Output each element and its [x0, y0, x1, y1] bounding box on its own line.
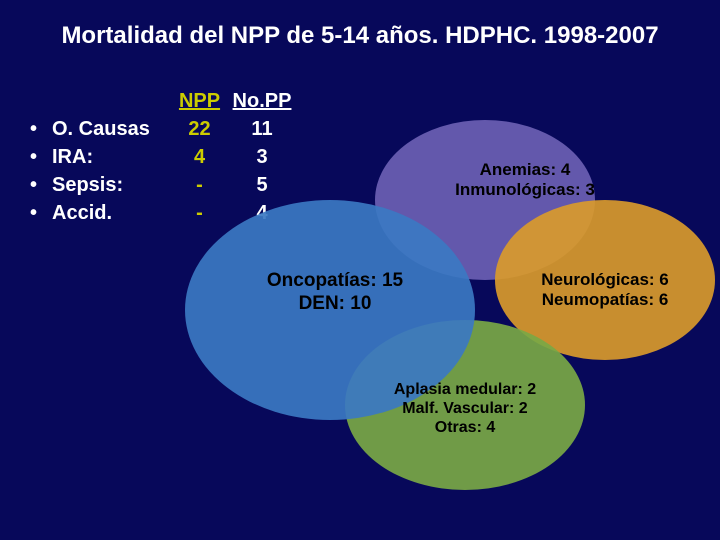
- page-title: Mortalidad del NPP de 5-14 años. HDPHC. …: [0, 22, 720, 50]
- bullet-icon: •: [30, 202, 52, 225]
- venn-label-anemias: Anemias: 4Inmunológicas: 3: [425, 160, 625, 201]
- row-label: IRA:: [52, 146, 172, 169]
- row-label: Sepsis:: [52, 174, 172, 197]
- venn-label-neuro: Neurológicas: 6Neumopatías: 6: [500, 270, 710, 311]
- bullet-icon: •: [30, 146, 52, 169]
- row-nopp: 11: [227, 118, 297, 141]
- venn-diagram: Anemias: 4Inmunológicas: 3 Oncopatías: 15…: [195, 140, 675, 510]
- header-npp: NPP: [172, 90, 227, 113]
- header-nopp: No.PP: [227, 90, 297, 113]
- bullet-icon: •: [30, 174, 52, 197]
- row-label: O. Causas: [52, 118, 172, 141]
- venn-label-onco: Oncopatías: 15DEN: 10: [230, 270, 440, 316]
- bullet-icon: •: [30, 118, 52, 141]
- table-header-row: NPP No.PP: [30, 90, 297, 118]
- row-label: Accid.: [52, 202, 172, 225]
- row-npp: 22: [172, 118, 227, 141]
- venn-label-aplasia: Aplasia medular: 2Malf. Vascular: 2Otras…: [350, 380, 580, 438]
